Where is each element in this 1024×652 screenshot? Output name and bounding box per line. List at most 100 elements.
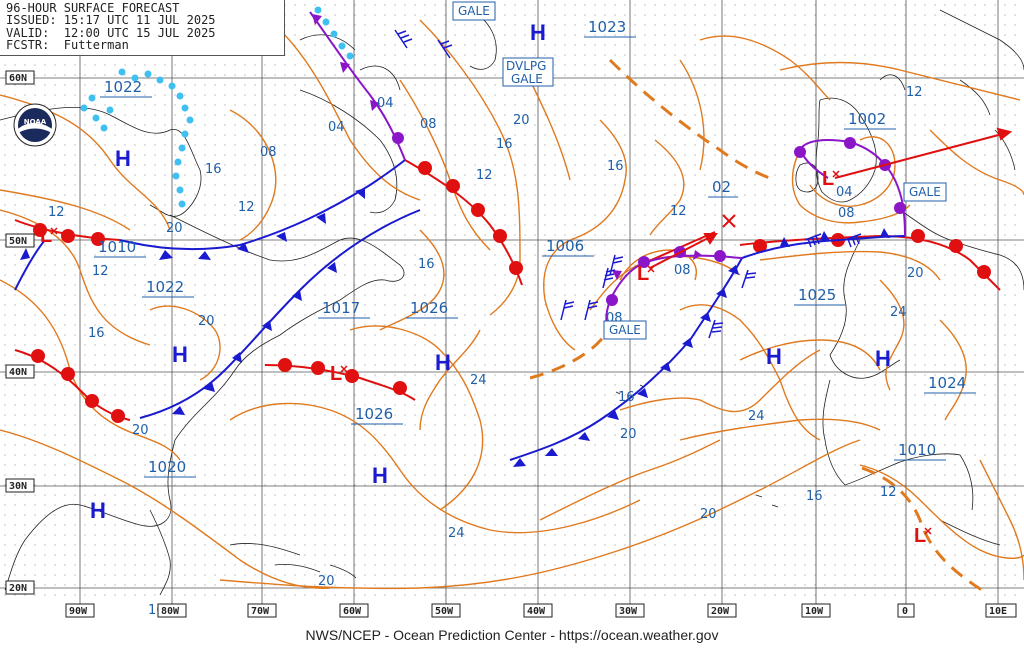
isobar-labels: 04 04 08 08 12 12 12 12 16 16 16 16 16 2… xyxy=(48,85,924,618)
warning-labels: GALE DVLPG GALE GALE GALE xyxy=(452,1,947,340)
low-marker: L xyxy=(330,363,342,385)
isobar-label: 20 xyxy=(620,427,637,442)
isobar-label: 20 xyxy=(907,266,924,281)
isobar-label: 20 xyxy=(132,423,149,438)
high-marker: H xyxy=(115,146,131,171)
longitude-labels: 90W 80W 70W 60W 50W 40W 30W 20W 10W 0 10… xyxy=(65,603,1017,618)
isobar-label: 12 xyxy=(906,85,923,100)
low-x-marks xyxy=(50,170,932,535)
lon-label: 20W xyxy=(711,606,730,617)
gale-warning: GALE xyxy=(609,323,641,337)
isobar-label: 20 xyxy=(166,221,183,236)
isobar-label: 16 xyxy=(418,257,435,272)
low-marker: L xyxy=(637,263,649,285)
low-markers: L L L L L xyxy=(40,168,926,547)
isobar-label: 20 xyxy=(513,113,530,128)
lon-label: 80W xyxy=(161,606,180,617)
wind-barbs xyxy=(394,29,862,339)
isobar-label: 16 xyxy=(88,326,105,341)
low-marker: L xyxy=(40,225,52,247)
isobar-label: 12 xyxy=(670,204,687,219)
footer-credit: NWS/NCEP - Ocean Prediction Center - htt… xyxy=(305,627,719,643)
isobar-label: 12 xyxy=(238,200,255,215)
isobar-label: 08 xyxy=(674,263,691,278)
high-marker: H xyxy=(172,342,188,367)
surface-forecast-map: L L L L L H H H H H H H H 1022 1022 1020… xyxy=(0,0,1024,620)
low-marker: L xyxy=(822,168,834,190)
ice-edge-markers xyxy=(80,6,354,208)
high-marker: H xyxy=(766,344,782,369)
isobar-label: 12 xyxy=(476,168,493,183)
high-marker: H xyxy=(875,346,891,371)
lat-lon-dot-grid xyxy=(0,0,1024,600)
cold-front-barbs xyxy=(20,188,890,467)
high-marker: H xyxy=(435,350,451,375)
isobar-label: 12 xyxy=(48,205,65,220)
pressure-value-underlines xyxy=(94,36,976,478)
pressure-value: 02 xyxy=(712,178,731,196)
lat-label: 50N xyxy=(9,236,27,247)
graticule xyxy=(0,0,1024,605)
lon-label: 40W xyxy=(527,606,546,617)
lon-label: 10W xyxy=(805,606,824,617)
pressure-value: 1023 xyxy=(588,18,626,36)
pressure-value: 1022 xyxy=(146,278,184,296)
lon-label: 30W xyxy=(619,606,638,617)
isobar-label: 16 xyxy=(496,137,513,152)
isobar-label: 24 xyxy=(890,305,907,320)
isobar-label: 12 xyxy=(92,264,109,279)
isobar-label: 16 xyxy=(806,489,823,504)
isobar-label: 20 xyxy=(318,574,335,589)
lon-label: 0 xyxy=(902,606,908,617)
lon-label: 60W xyxy=(343,606,362,617)
high-marker: H xyxy=(90,498,106,523)
lon-label: 10E xyxy=(989,606,1007,617)
lat-label: 60N xyxy=(9,73,27,84)
high-markers: H H H H H H H H xyxy=(90,20,891,523)
warm-front-bumps xyxy=(31,161,991,423)
header-title: 96-HOUR SURFACE FORECAST xyxy=(6,1,180,15)
developing-gale-warning: DVLPG xyxy=(506,59,546,73)
isobar-label: 08 xyxy=(260,145,277,160)
lat-label: 30N xyxy=(9,481,27,492)
high-marker: H xyxy=(372,463,388,488)
pressure-values: 1022 1022 1020 1026 1023 1025 1024 1010 … xyxy=(98,18,966,476)
isobar-label: 16 xyxy=(618,390,635,405)
header-forecaster: FCSTR: Futterman xyxy=(6,38,129,53)
isobar-label: 04 xyxy=(836,185,853,200)
lon-label: 50W xyxy=(435,606,454,617)
forecast-header: 96-HOUR SURFACE FORECAST ISSUED: 15:17 UT… xyxy=(0,0,285,56)
pressure-value: 1026 xyxy=(410,299,448,317)
isobar-label: 08 xyxy=(420,117,437,132)
isobar-label: 20 xyxy=(700,507,717,522)
pressure-value: 1006 xyxy=(546,237,584,255)
isobar-label: 08 xyxy=(838,206,855,221)
developing-gale-warning: GALE xyxy=(511,72,543,86)
lat-label: 40N xyxy=(9,367,27,378)
lat-label: 20N xyxy=(9,583,27,594)
pressure-value: 1010 xyxy=(98,238,136,256)
pressure-value: 1010 xyxy=(898,441,936,459)
latitude-labels: 60N 50N 40N 30N 20N xyxy=(5,70,35,595)
header-issued: ISSUED: 15:17 UTC 11 JUL 2025 xyxy=(6,13,216,28)
cold-fronts xyxy=(14,159,906,461)
isobar-label: 24 xyxy=(748,409,765,424)
isobar-label: 12 xyxy=(880,485,897,500)
occluded-symbols xyxy=(312,14,906,306)
pressure-value: 1020 xyxy=(148,458,186,476)
low-marker: L xyxy=(914,525,926,547)
isobar-label: 24 xyxy=(448,526,465,541)
high-marker: H xyxy=(530,20,546,45)
gale-warning: GALE xyxy=(458,4,490,18)
pressure-value: 1025 xyxy=(798,286,836,304)
gale-warning: GALE xyxy=(909,185,941,199)
noaa-logo-icon: NOAA xyxy=(13,103,57,147)
svg-text:NOAA: NOAA xyxy=(24,118,47,126)
pressure-value: 1002 xyxy=(848,110,886,128)
lon-label: 90W xyxy=(69,606,88,617)
isobar-label: 04 xyxy=(328,120,345,135)
isobar-label: 20 xyxy=(198,314,215,329)
isobar-label: 04 xyxy=(377,96,394,111)
troughs xyxy=(529,58,986,594)
pressure-value: 1024 xyxy=(928,374,966,392)
